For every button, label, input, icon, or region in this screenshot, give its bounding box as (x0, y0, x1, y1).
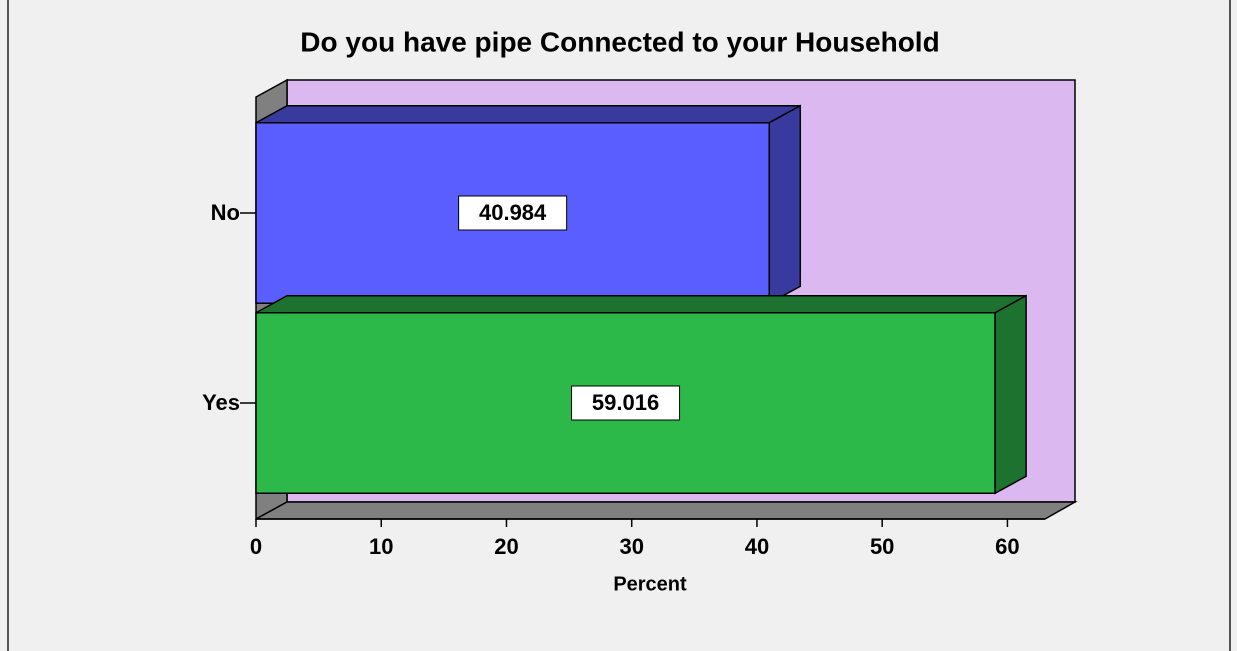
value-label: 59.016 (592, 390, 659, 415)
x-tick-label: 50 (870, 534, 894, 559)
bar-top (255, 105, 801, 124)
bar-side (768, 104, 802, 305)
x-tick-label: 10 (369, 534, 393, 559)
floor (255, 501, 1078, 520)
chart-title: Do you have pipe Connected to your House… (300, 26, 939, 57)
x-axis-label: Percent (613, 573, 687, 595)
bar-top (255, 295, 1027, 314)
x-tick-label: 20 (494, 534, 518, 559)
x-tick-label: 30 (619, 534, 643, 559)
x-tick-label: 40 (745, 534, 769, 559)
y-tick-label: Yes (202, 390, 240, 415)
bar-side (994, 294, 1027, 495)
x-tick-label: 60 (995, 534, 1019, 559)
value-label-box (571, 385, 681, 421)
value-label-box (458, 195, 568, 231)
y-tick-label: No (211, 200, 240, 225)
value-label: 40.984 (479, 200, 547, 225)
x-tick-label: 0 (250, 534, 262, 559)
